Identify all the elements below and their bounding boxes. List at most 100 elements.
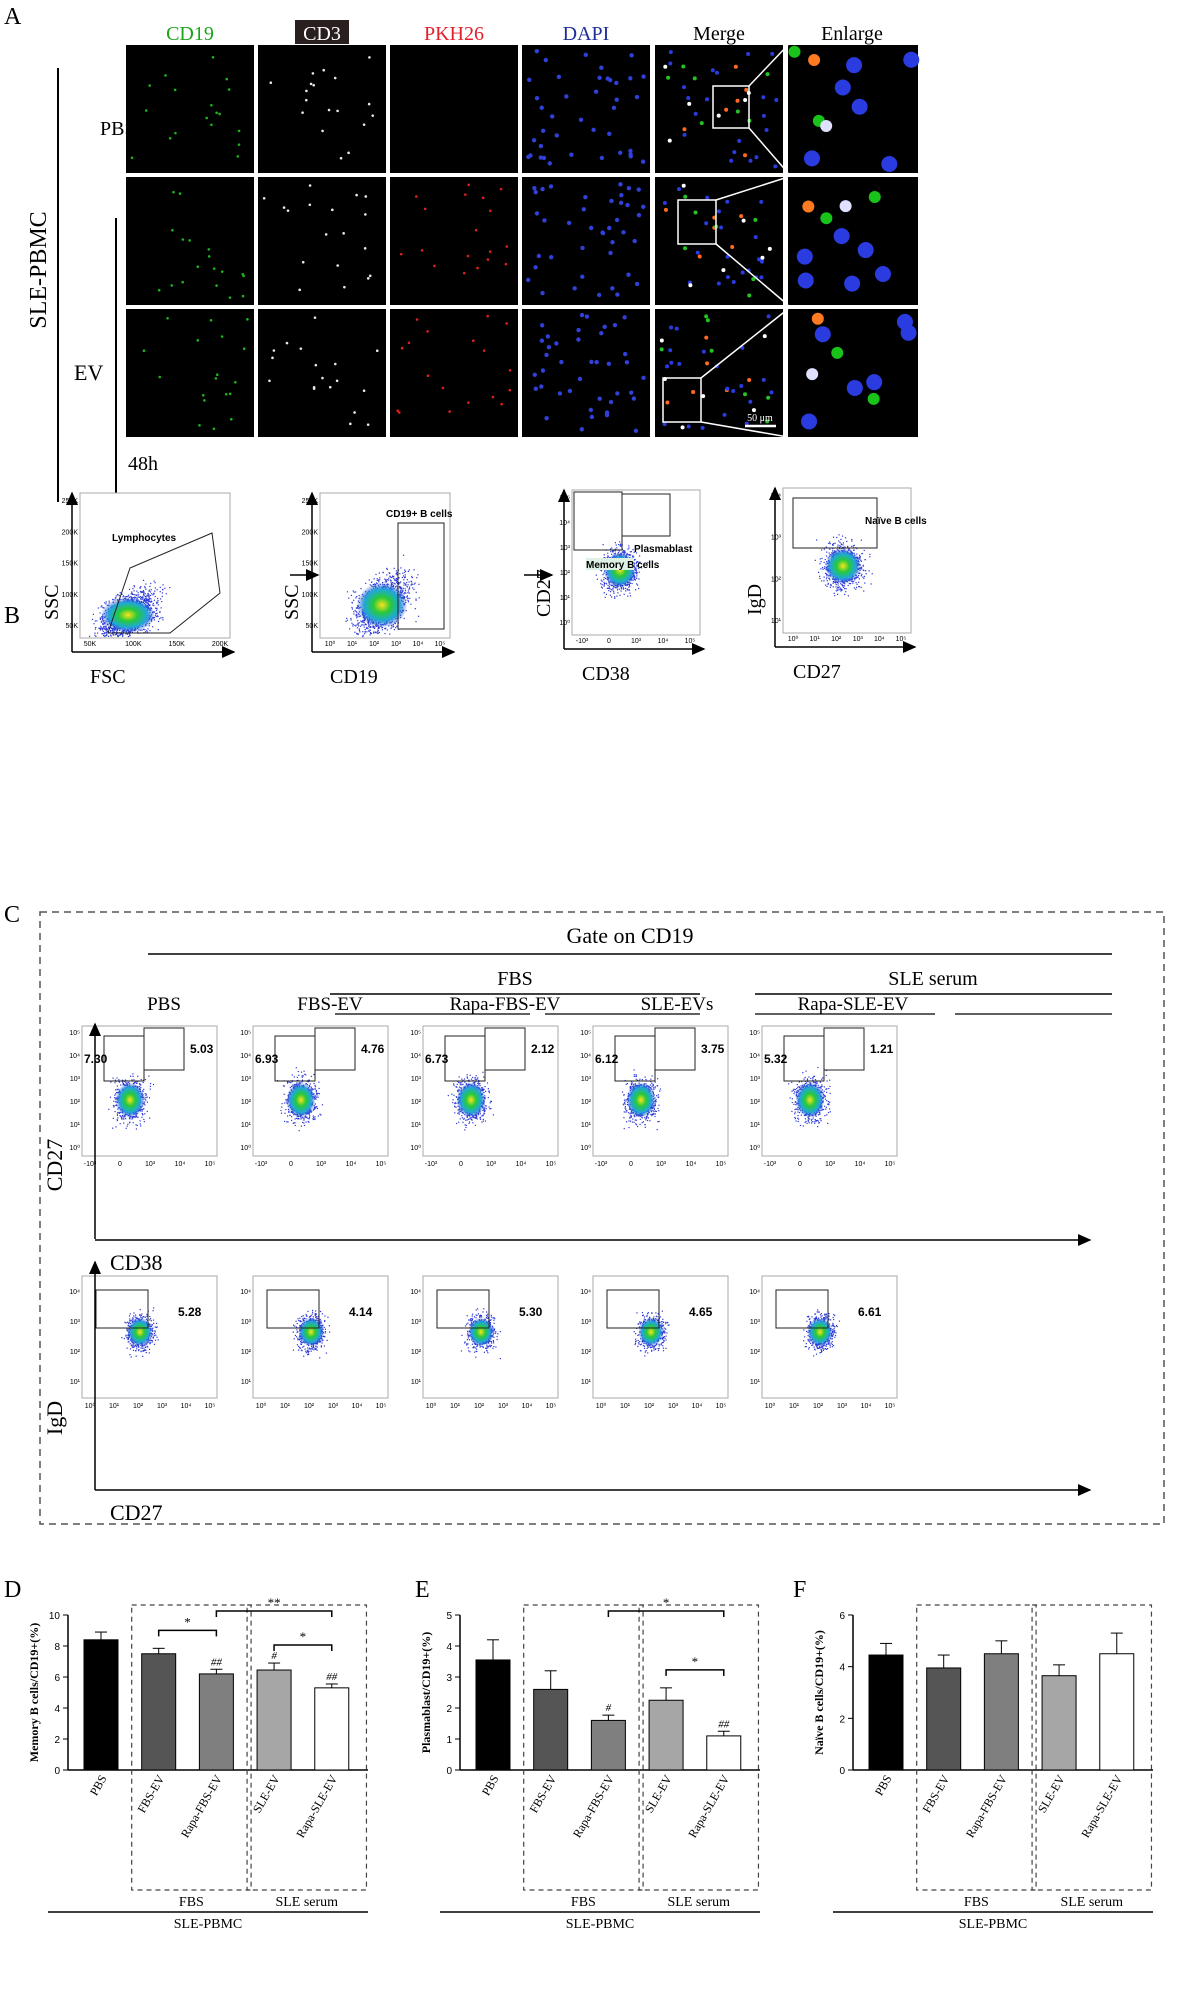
cell-dot (540, 128, 546, 133)
flow-event (837, 544, 839, 546)
flow-event (88, 635, 91, 637)
cell-dot (600, 230, 605, 235)
cell-dot (610, 286, 615, 291)
flow-event (619, 594, 621, 596)
cell-dot (542, 218, 547, 223)
cell-dot (683, 194, 688, 199)
cell-dot (533, 386, 538, 391)
cell-dot (531, 138, 537, 143)
flow-event (615, 587, 617, 589)
flow-event (104, 631, 106, 634)
flow-event (122, 596, 124, 598)
cell-dot (508, 388, 512, 392)
flow-event (852, 545, 855, 547)
cell-dot (366, 423, 370, 426)
flow-event (636, 565, 638, 567)
cell-dot (130, 156, 134, 160)
y-tick-label: 250K (62, 498, 79, 505)
flow-event (623, 593, 625, 595)
flow-event (628, 585, 631, 587)
flow-event (616, 595, 618, 597)
y-tick-label: 10² (771, 576, 782, 583)
flow-event (855, 577, 857, 579)
y-tick-label: 200K (302, 529, 319, 536)
cell-dot (589, 414, 595, 420)
flow-event (148, 589, 150, 591)
cell-dot (844, 275, 861, 292)
flow-event (626, 589, 629, 591)
y-axis-label: SSC (41, 584, 63, 620)
cell-dot (426, 330, 429, 333)
cell-dot (546, 345, 552, 350)
flow-event (148, 597, 150, 599)
flow-event (128, 596, 131, 598)
flow-event (635, 552, 638, 554)
cell-dot (588, 225, 594, 231)
y-tick-label: 250K (302, 498, 319, 505)
cell-dot (569, 152, 574, 157)
flow-event (404, 571, 406, 573)
x-axis-label: CD19 (330, 666, 378, 688)
flow-event (107, 635, 110, 637)
y-tick-label: 100K (62, 592, 79, 599)
cell-dot (335, 379, 339, 383)
flow-event (860, 559, 862, 561)
flow-event (139, 596, 141, 598)
flow-event (384, 628, 386, 630)
cell-dot (541, 155, 547, 161)
x-tick-label: 10⁴ (658, 638, 669, 645)
cell-dot (674, 326, 679, 331)
cell-dot (731, 279, 736, 284)
cell-dot (622, 351, 628, 357)
flow-event (116, 1077, 118, 1079)
flow-event (612, 587, 614, 590)
flow-event (816, 539, 818, 541)
flow-event (149, 629, 151, 632)
cell-dot (488, 250, 492, 253)
cell-dot (700, 425, 705, 430)
flow-event (105, 634, 107, 637)
cell-dot (761, 113, 766, 118)
cell-dot (366, 277, 370, 280)
flow-event (613, 592, 615, 594)
cell-dot (881, 156, 898, 173)
cell-dot (536, 253, 542, 259)
cell-dot (633, 428, 639, 433)
flow-event (622, 588, 625, 590)
flow-event (140, 597, 142, 599)
cell-dot (705, 195, 710, 200)
flow-event (154, 587, 156, 589)
flow-event (368, 625, 370, 628)
cell-dot (171, 228, 174, 232)
zoom-line (700, 308, 789, 379)
flow-event (109, 629, 112, 632)
cell-dot (759, 259, 764, 264)
flow-event (406, 595, 408, 597)
flow-event (384, 581, 386, 583)
flow-event (116, 1113, 119, 1115)
cell-dot (751, 408, 756, 413)
flow-event (823, 580, 825, 582)
cell-dot (174, 131, 177, 135)
flow-event (400, 587, 402, 589)
flow-event (153, 593, 155, 595)
flow-event (115, 631, 118, 633)
cell-dot (534, 211, 540, 216)
cell-dot (527, 77, 532, 83)
flow-event (356, 632, 358, 635)
flow-event (832, 548, 834, 550)
cell-dot (400, 346, 404, 350)
flow-event (629, 554, 632, 556)
cell-dot (770, 51, 775, 56)
flow-event (412, 587, 414, 589)
flow-event (638, 571, 640, 573)
cell-dot (173, 88, 177, 92)
flow-event (827, 582, 829, 585)
flow-event (833, 581, 835, 583)
cell-dot (576, 327, 581, 333)
y-tick-label: 10⁴ (559, 520, 570, 527)
flow-event (373, 578, 375, 580)
cell-dot (544, 352, 549, 358)
flow-event (378, 581, 380, 583)
flow-event (413, 588, 415, 591)
